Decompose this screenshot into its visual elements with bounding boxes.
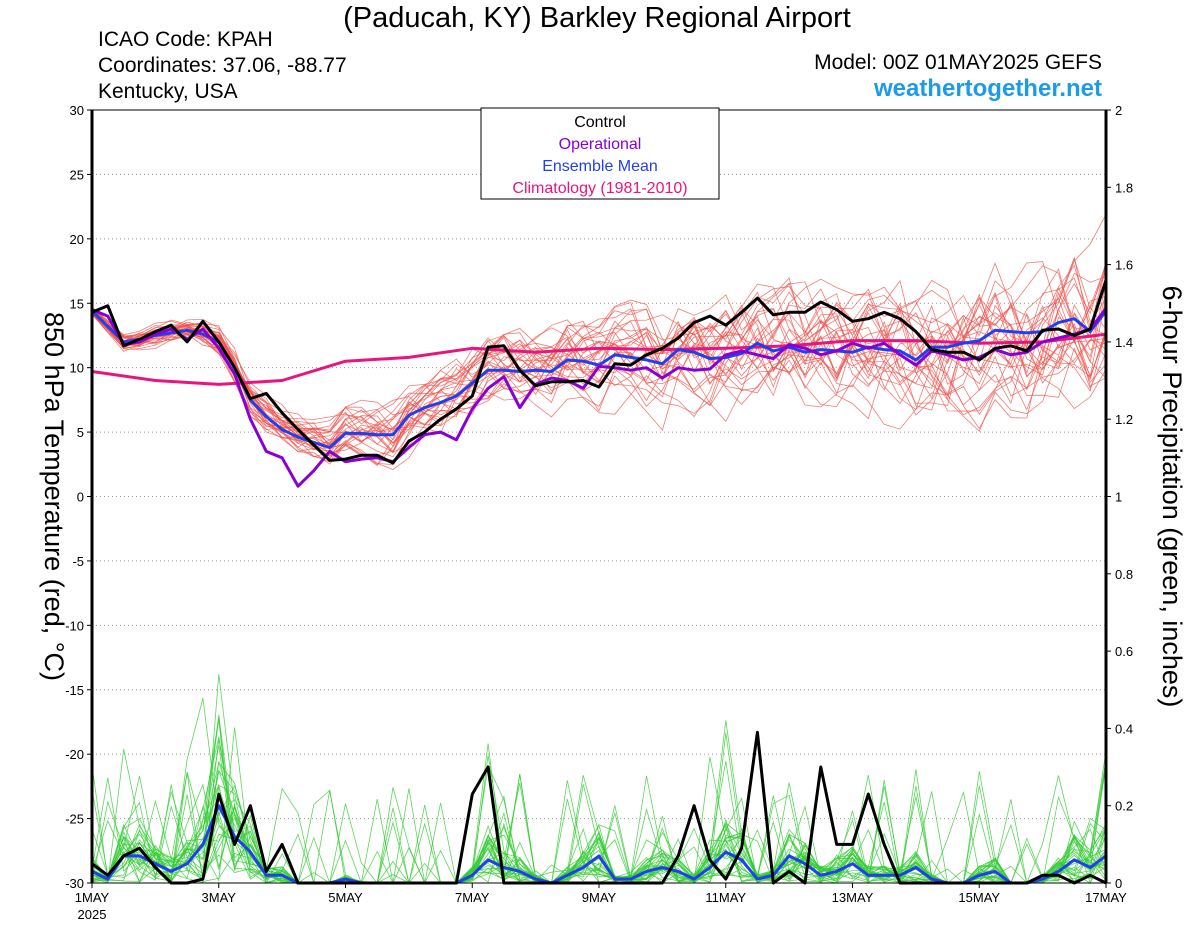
right-tick-label-7: 0.6 (1115, 644, 1133, 659)
x-tick-label-4: 9MAY (582, 890, 617, 905)
model-run: Model: 00Z 01MAY2025 GEFS (814, 51, 1102, 74)
left-tick-label-8: -10 (65, 618, 84, 633)
right-tick-label-9: 0.2 (1115, 799, 1133, 814)
temp-control-line (91, 279, 1108, 465)
x-tick-label-2: 5MAY (328, 890, 363, 905)
right-tick-label-5: 1 (1115, 490, 1122, 505)
left-tick-label-6: 0 (77, 490, 84, 505)
left-axis-title: 850 hPa Temperature (red, °C) (39, 312, 69, 681)
x-tick-label-3: 7MAY (455, 890, 490, 905)
left-tick-label-5: 5 (77, 425, 84, 440)
x-tick-label-6: 13MAY (832, 890, 874, 905)
legend-entry-1: Operational (559, 136, 642, 153)
right-tick-label-1: 1.8 (1115, 180, 1133, 195)
left-tick-label-12: -30 (65, 876, 84, 891)
x-tick-label-8: 17MAY (1085, 890, 1127, 905)
left-tick-label-7: -5 (72, 554, 84, 569)
left-tick-label-0: 30 (70, 103, 84, 118)
website-link[interactable]: weathertogether.net (873, 75, 1102, 102)
temp-climatology-line (91, 332, 1107, 386)
coordinates: Coordinates: 37.06, -88.77 (98, 54, 347, 77)
right-tick-label-6: 0.8 (1115, 567, 1133, 582)
region: Kentucky, USA (98, 80, 238, 103)
temp-operational-line (91, 307, 1108, 488)
x-tick-label-5: 11MAY (705, 890, 746, 905)
legend: Control Operational Ensemble Mean Climatolo… (480, 107, 720, 200)
right-tick-label-0: 2 (1115, 103, 1122, 118)
temp-member-15 (91, 265, 1107, 432)
right-tick-label-10: 0 (1115, 876, 1122, 891)
precip-ensemble-mean-line (91, 804, 1107, 885)
temp-member-3 (91, 262, 1107, 470)
legend-entry-0: Control (574, 114, 626, 131)
legend-entry-3: Climatology (1981-2010) (512, 180, 687, 197)
left-tick-label-9: -15 (65, 683, 84, 698)
x-tick-label-1: 3MAY (202, 890, 237, 905)
temp-member-17 (91, 295, 1107, 445)
precip-member-18 (91, 771, 1107, 884)
right-tick-label-4: 1.2 (1115, 412, 1133, 427)
temp-member-27 (91, 291, 1107, 442)
temp-member-21 (91, 312, 1107, 466)
legend-entry-2: Ensemble Mean (542, 158, 658, 175)
left-tick-label-10: -20 (65, 747, 84, 762)
left-tick-label-4: 10 (70, 361, 84, 376)
left-tick-label-11: -25 (65, 812, 84, 827)
x-year-label: 2025 (78, 907, 107, 922)
x-tick-label-7: 15MAY (958, 890, 1000, 905)
right-tick-label-3: 1.4 (1115, 335, 1133, 350)
precip-member-19 (91, 784, 1107, 884)
right-axis-title: 6-hour Precipitation (green, inches) (1157, 286, 1187, 708)
icao-code: ICAO Code: KPAH (98, 28, 273, 51)
precip-member-27 (91, 758, 1107, 884)
left-tick-label-3: 15 (70, 296, 84, 311)
precip-member-12 (91, 775, 1107, 884)
legend-box (480, 107, 720, 200)
temp-member-24 (91, 264, 1107, 452)
right-tick-label-2: 1.6 (1115, 258, 1133, 273)
right-tick-label-8: 0.4 (1115, 721, 1133, 736)
ensemble-members (91, 214, 1107, 885)
left-tick-label-1: 25 (70, 167, 84, 182)
gridlines (92, 173, 1106, 820)
axes: 302520151050-5-10-15-20-25-3021.81.61.41… (39, 103, 1187, 922)
x-tick-label-0: 1MAY (75, 890, 110, 905)
page-title: (Paducah, KY) Barkley Regional Airport (343, 2, 851, 34)
precip-member-29 (91, 743, 1107, 884)
left-tick-label-2: 20 (70, 232, 84, 247)
temp-member-18 (91, 308, 1107, 446)
